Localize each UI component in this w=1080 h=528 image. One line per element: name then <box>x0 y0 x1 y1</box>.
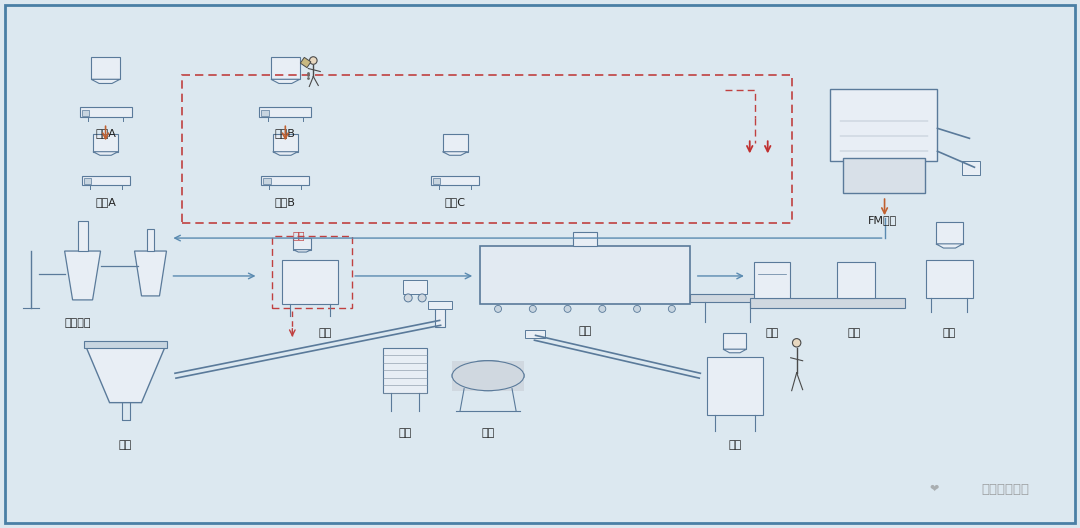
Text: 装钵: 装钵 <box>943 328 956 338</box>
Text: 计量C: 计量C <box>445 197 465 207</box>
Text: 切块: 切块 <box>765 328 779 338</box>
Text: 烧结: 烧结 <box>578 326 592 336</box>
Bar <box>837 262 875 298</box>
Circle shape <box>634 305 640 313</box>
Polygon shape <box>273 152 298 155</box>
Text: 除铁: 除铁 <box>399 428 411 438</box>
Text: 供料B: 供料B <box>275 128 296 138</box>
Bar <box>183 76 792 223</box>
Polygon shape <box>271 79 300 83</box>
Bar <box>754 262 789 298</box>
Text: 批混: 批混 <box>119 439 132 449</box>
Bar <box>282 260 338 304</box>
Polygon shape <box>93 152 118 155</box>
Bar <box>443 134 468 152</box>
Text: 整平: 整平 <box>848 328 861 338</box>
Bar <box>706 357 762 414</box>
Circle shape <box>495 305 501 313</box>
Bar <box>433 178 441 184</box>
Text: 供料A: 供料A <box>95 128 116 138</box>
Bar <box>78 221 87 251</box>
Circle shape <box>310 56 318 64</box>
Bar <box>294 238 311 250</box>
Bar <box>83 341 167 348</box>
Bar <box>936 222 963 244</box>
Text: 投料: 投料 <box>292 230 305 240</box>
Bar <box>428 301 453 309</box>
Text: 过筛: 过筛 <box>482 428 495 438</box>
Polygon shape <box>91 79 120 83</box>
Polygon shape <box>724 349 746 353</box>
Bar <box>273 134 298 152</box>
Bar <box>750 298 905 308</box>
Circle shape <box>404 294 413 302</box>
Bar <box>431 176 480 185</box>
Text: 包装: 包装 <box>728 439 741 449</box>
Bar <box>962 161 981 175</box>
Polygon shape <box>936 244 963 248</box>
Circle shape <box>793 338 801 347</box>
Polygon shape <box>85 346 165 403</box>
Bar <box>271 58 300 79</box>
Bar <box>261 176 309 185</box>
Text: 锂电联盟会长: 锂电联盟会长 <box>982 483 1029 496</box>
Text: ❤: ❤ <box>930 484 940 494</box>
Circle shape <box>529 305 537 313</box>
Polygon shape <box>443 152 468 155</box>
Bar <box>147 229 154 251</box>
Bar <box>93 134 118 152</box>
Text: 气流粉碎: 气流粉碎 <box>65 318 91 328</box>
Bar <box>82 110 90 116</box>
Text: 破碎: 破碎 <box>319 328 332 338</box>
Bar <box>83 178 91 184</box>
Polygon shape <box>135 251 166 296</box>
Bar <box>724 333 746 349</box>
Bar <box>829 89 937 161</box>
Bar <box>842 158 924 193</box>
Bar <box>926 260 973 298</box>
Bar <box>525 330 545 338</box>
Bar <box>383 348 428 393</box>
Bar <box>403 280 428 294</box>
Bar <box>82 176 130 185</box>
Bar <box>573 232 597 246</box>
Ellipse shape <box>453 361 524 391</box>
Bar <box>690 294 759 302</box>
Bar <box>435 307 445 327</box>
Circle shape <box>598 305 606 313</box>
Text: FM混合: FM混合 <box>868 215 897 225</box>
Text: 计量A: 计量A <box>95 197 116 207</box>
Bar <box>272 236 352 308</box>
Bar <box>264 178 271 184</box>
Polygon shape <box>65 251 100 300</box>
Bar <box>481 246 690 304</box>
Circle shape <box>418 294 427 302</box>
Polygon shape <box>294 250 311 252</box>
Bar <box>91 58 120 79</box>
Circle shape <box>564 305 571 313</box>
Bar <box>453 361 524 391</box>
Circle shape <box>669 305 675 313</box>
Polygon shape <box>300 58 311 68</box>
Bar <box>261 110 269 116</box>
Bar <box>80 107 132 117</box>
Bar <box>259 107 311 117</box>
Text: 计量B: 计量B <box>275 197 296 207</box>
